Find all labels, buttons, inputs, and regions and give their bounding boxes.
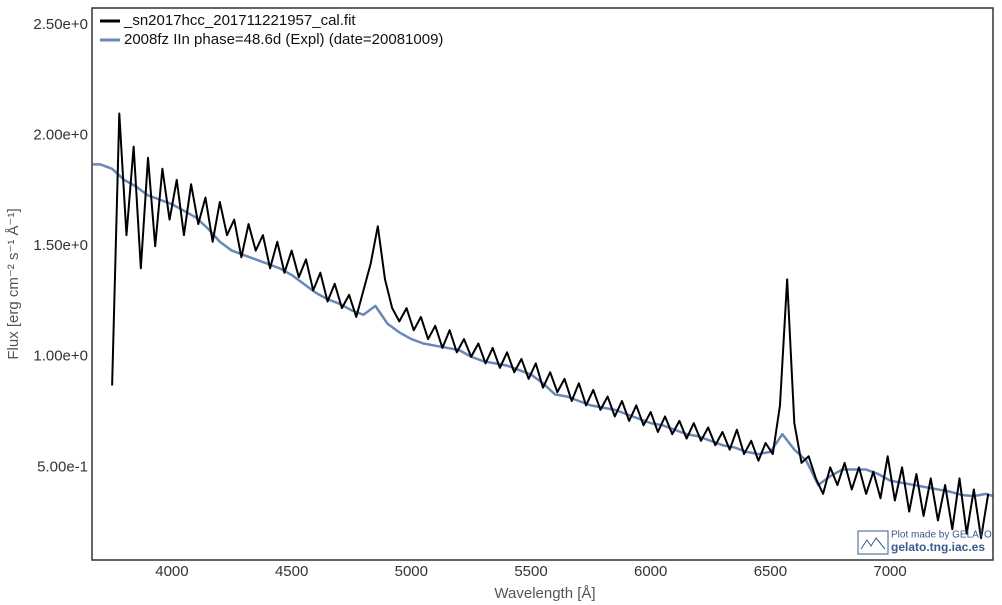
y-tick-label: 1.00e+0 bbox=[33, 348, 88, 365]
legend-label: _sn2017hcc_201711221957_cal.fit bbox=[123, 12, 356, 29]
y-tick-label: 2.50e+0 bbox=[33, 16, 88, 33]
x-axis-label: Wavelength [Å] bbox=[494, 585, 595, 602]
y-tick-label: 1.50e+0 bbox=[33, 237, 88, 254]
x-tick-label: 6000 bbox=[634, 563, 667, 580]
legend: _sn2017hcc_201711221957_cal.fit 2008fz I… bbox=[100, 12, 443, 48]
plot-lines bbox=[92, 112, 993, 540]
watermark-logo-line bbox=[860, 537, 886, 550]
y-tick-label: 2.00e+0 bbox=[33, 127, 88, 144]
x-tick-label: 7000 bbox=[873, 563, 906, 580]
x-tick-label: 5000 bbox=[395, 563, 428, 580]
spectrum-line bbox=[111, 112, 990, 540]
x-tick-label: 6500 bbox=[754, 563, 787, 580]
x-tick-label: 4000 bbox=[155, 563, 188, 580]
watermark: Plot made by GELATO gelato.tng.iac.es bbox=[857, 530, 992, 555]
x-tick-label: 4500 bbox=[275, 563, 308, 580]
watermark-url: gelato.tng.iac.es bbox=[891, 540, 985, 554]
y-tick-label: 5.00e-1 bbox=[37, 458, 88, 475]
x-tick-label: 5500 bbox=[514, 563, 547, 580]
y-axis-label: Flux [erg cm⁻² s⁻¹ Å⁻¹] bbox=[5, 208, 22, 359]
legend-label: 2008fz IIn phase=48.6d (Expl) (date=2008… bbox=[124, 31, 443, 48]
watermark-text: Plot made by GELATO bbox=[891, 530, 992, 541]
plot-frame bbox=[91, 7, 994, 561]
